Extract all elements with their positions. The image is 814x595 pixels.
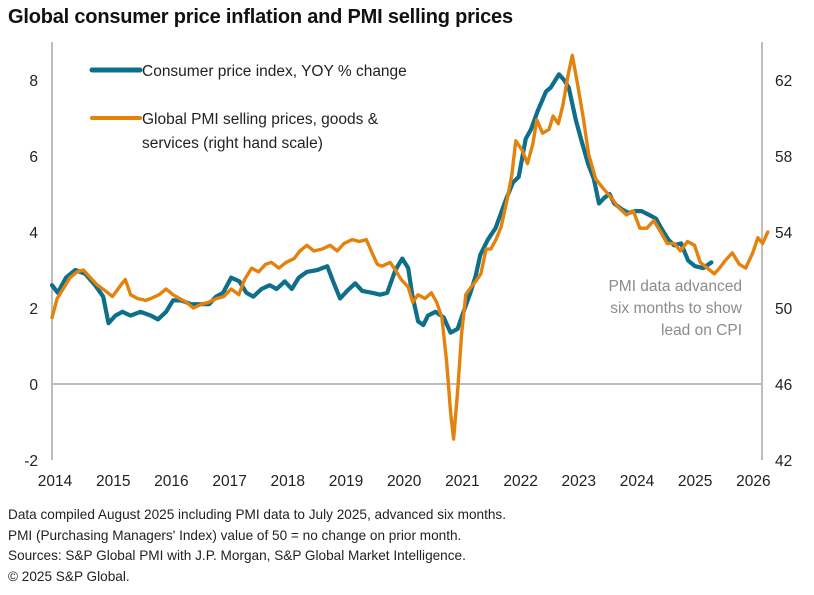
- annotation: PMI data advanced six months to show lead …: [608, 278, 742, 339]
- y-left-tick-label: 8: [29, 73, 38, 90]
- y-left-tick-label: -2: [24, 453, 38, 470]
- chart-title: Global consumer price inflation and PMI …: [8, 6, 513, 28]
- footer-line-sources: Sources: S&P Global PMI with J.P. Morgan…: [8, 548, 466, 563]
- y-left-tick-label: 6: [29, 149, 38, 166]
- x-tick-label: 2016: [154, 473, 188, 490]
- footer-notes: Data compiled August 2025 including PMI …: [8, 505, 506, 587]
- pmi-series-line: [50, 53, 770, 441]
- footer-line-copyright: © 2025 S&P Global.: [8, 568, 130, 584]
- x-tick-label: 2020: [387, 473, 422, 490]
- x-tick-label: 2023: [562, 473, 596, 490]
- y-left-tick-label: 0: [29, 377, 38, 394]
- x-tick-label: 2015: [96, 473, 130, 490]
- y-left-tick-label: 2: [29, 301, 38, 318]
- footer-line-pmi-definition: PMI (Purchasing Managers' Index) value o…: [8, 527, 462, 543]
- series-group: [49, 53, 770, 441]
- annotation-text-line: lead on CPI: [661, 322, 742, 339]
- x-tick-label: 2019: [329, 473, 363, 490]
- legend-label-pmi: services (right hand scale): [142, 135, 323, 152]
- footer-line-data-compiled: Data compiled August 2025 including PMI …: [8, 507, 506, 522]
- y-right-tick-label: 54: [775, 225, 793, 242]
- y-right-tick-label: 62: [775, 73, 792, 90]
- legend-label-cpi: Consumer price index, YOY % change: [142, 63, 407, 80]
- x-tick-label: 2025: [678, 473, 712, 490]
- y-left-tick-label: 4: [29, 225, 38, 242]
- x-tick-label: 2017: [212, 473, 246, 490]
- x-tick-label: 2021: [445, 473, 479, 490]
- legend: Consumer price index, YOY % change Global…: [89, 63, 407, 152]
- annotation-text-line: PMI data advanced: [608, 278, 742, 295]
- y-right-tick-label: 58: [775, 149, 792, 166]
- x-tick-label: 2022: [503, 473, 537, 490]
- x-tick-label: 2024: [620, 473, 655, 490]
- annotation-text-line: six months to show: [610, 300, 743, 317]
- y-right-tick-label: 42: [775, 453, 792, 470]
- y-right-tick-label: 50: [775, 301, 793, 318]
- legend-label-pmi: Global PMI selling prices, goods &: [142, 111, 379, 128]
- x-tick-label: 2018: [271, 473, 305, 490]
- y-right-tick-label: 46: [775, 377, 792, 394]
- x-tick-label: 2026: [736, 473, 770, 490]
- x-tick-label: 2014: [38, 473, 73, 490]
